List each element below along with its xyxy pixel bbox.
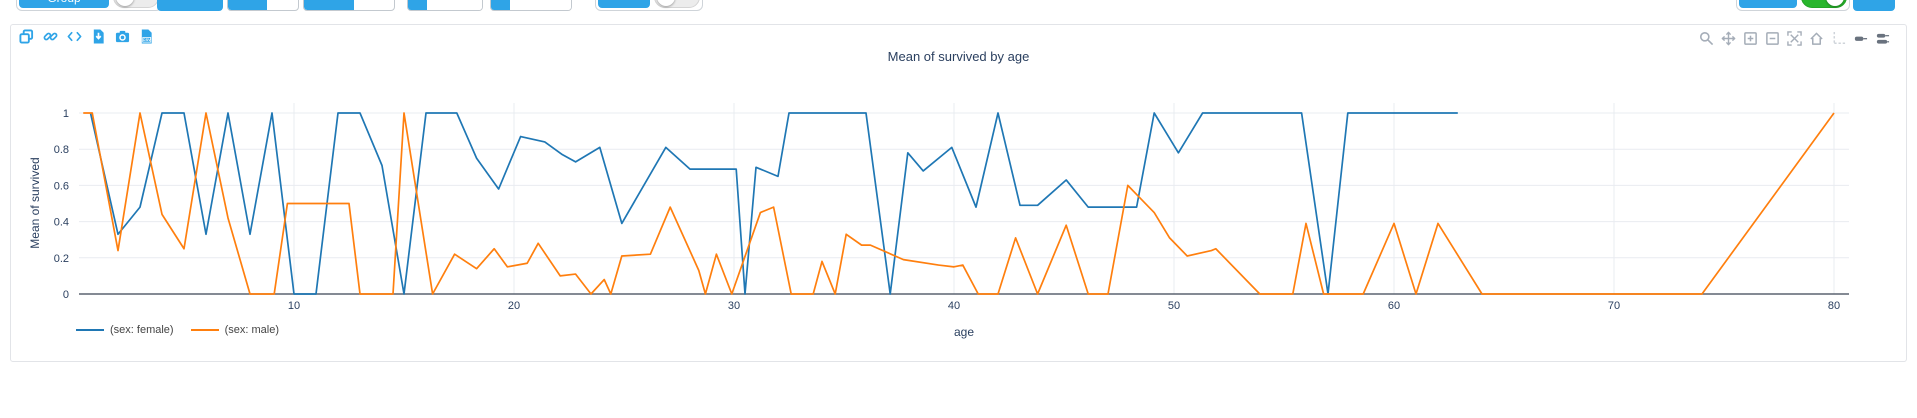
toggle-knob — [1826, 0, 1844, 6]
svg-text:CSV: CSV — [143, 37, 151, 42]
chart-export-toolbar: CSV — [19, 29, 154, 44]
plot-modebar — [1699, 31, 1890, 46]
download-csv-icon[interactable]: CSV — [139, 29, 154, 44]
svg-text:10: 10 — [288, 300, 300, 312]
toggle-knob — [116, 0, 134, 6]
legend-label: (sex: female) — [110, 324, 174, 336]
zoom-out-icon[interactable] — [1765, 31, 1780, 46]
hover-compare-icon[interactable] — [1875, 31, 1890, 46]
svg-text:80: 80 — [1828, 300, 1840, 312]
svg-text:0: 0 — [63, 289, 69, 301]
input-group-2 — [490, 0, 572, 11]
toggle-knob — [657, 0, 675, 6]
select-value — [267, 6, 275, 10]
svg-text:0.8: 0.8 — [54, 144, 69, 156]
camera-icon[interactable] — [115, 29, 130, 44]
select-label-segment — [304, 0, 354, 10]
secondary-toggle-button[interactable] — [598, 0, 650, 8]
embed-code-icon[interactable] — [67, 29, 82, 44]
reset-axes-icon[interactable] — [1809, 31, 1824, 46]
legend-label: (sex: male) — [224, 324, 279, 336]
auto-button[interactable] — [1739, 0, 1797, 8]
svg-text:70: 70 — [1608, 300, 1620, 312]
axis-select-2[interactable] — [303, 0, 395, 11]
svg-text:age: age — [954, 325, 974, 339]
svg-text:20: 20 — [508, 300, 520, 312]
input-label-segment — [408, 0, 427, 10]
zoom-in-icon[interactable] — [1743, 31, 1758, 46]
link-icon[interactable] — [43, 29, 58, 44]
copy-icon[interactable] — [19, 29, 34, 44]
group-control: Group — [16, 0, 162, 11]
legend: (sex: female) (sex: male) — [75, 324, 279, 336]
svg-text:60: 60 — [1388, 300, 1400, 312]
chart-title: Mean of survived by age — [887, 49, 1030, 64]
input-label-segment — [491, 0, 511, 10]
svg-text:0.2: 0.2 — [54, 253, 69, 265]
input-group-1 — [407, 0, 483, 11]
svg-text:30: 30 — [728, 300, 740, 312]
select-value — [354, 6, 362, 10]
secondary-toggle[interactable] — [654, 0, 700, 8]
save-button[interactable] — [1853, 0, 1895, 11]
top-toolbar: Group — [0, 0, 1917, 14]
svg-text:50: 50 — [1168, 300, 1180, 312]
svg-text:0.6: 0.6 — [54, 180, 69, 192]
legend-swatch-male — [190, 329, 219, 331]
toggle-spikelines-icon[interactable] — [1831, 31, 1846, 46]
zoom-icon[interactable] — [1699, 31, 1714, 46]
legend-item-male[interactable]: (sex: male) — [190, 324, 279, 336]
secondary-toggle-control — [595, 0, 703, 11]
svg-text:40: 40 — [948, 300, 960, 312]
group-button[interactable]: Group — [19, 0, 109, 8]
axis-select-1[interactable] — [227, 0, 299, 11]
svg-text:0.4: 0.4 — [54, 217, 69, 229]
svg-text:Mean of survived: Mean of survived — [28, 157, 42, 248]
legend-swatch-female — [76, 329, 104, 331]
autoscale-icon[interactable] — [1787, 31, 1802, 46]
legend-item-female[interactable]: (sex: female) — [75, 324, 174, 336]
pan-icon[interactable] — [1721, 31, 1736, 46]
download-script-icon[interactable] — [91, 29, 106, 44]
toolbar-input-1[interactable] — [426, 0, 482, 10]
auto-toggle[interactable] — [1801, 0, 1847, 8]
svg-text:1: 1 — [63, 108, 69, 120]
hover-closest-icon[interactable] — [1853, 31, 1868, 46]
chart-card: CSV Mean of survived by — [10, 24, 1907, 362]
select-label-segment — [228, 0, 267, 10]
plots-button[interactable] — [157, 0, 223, 11]
plot-svg[interactable]: 0 0.2 0.4 0.6 0.8 1 10 20 30 40 50 60 70 80 age Mean of… — [11, 25, 1908, 363]
auto-control — [1736, 0, 1850, 11]
toolbar-input-2[interactable] — [510, 0, 571, 10]
group-toggle[interactable] — [113, 0, 159, 8]
